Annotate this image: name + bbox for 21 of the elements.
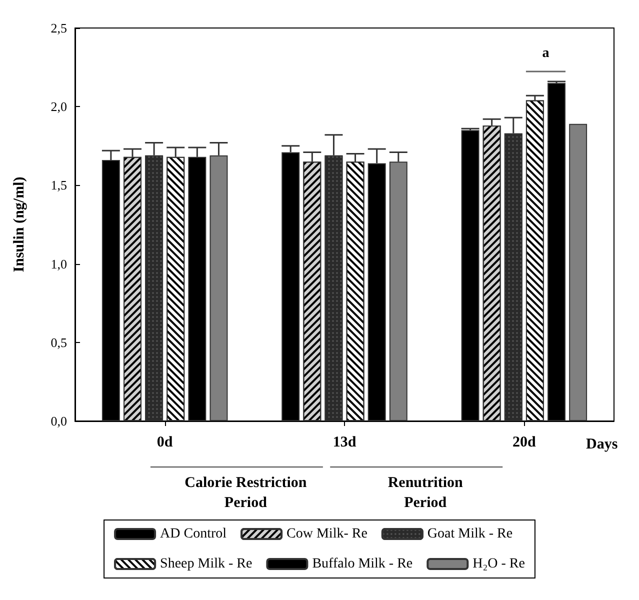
text: Calorie Restriction Period: [184, 475, 308, 511]
annotation: a: [542, 46, 550, 61]
x-tick-label: 0d: [156, 434, 174, 450]
y-axis-title: Insulin (ng/ml): [12, 176, 28, 272]
y-tick-label: 2,5: [50, 20, 67, 36]
x-tick-label: 13d: [332, 434, 357, 450]
x-tick-label: 20d: [512, 434, 536, 450]
x-axis-title: Days: [586, 436, 618, 452]
y-tick-label: 1,5: [50, 178, 67, 193]
y-tick-label: 0,5: [50, 334, 67, 350]
legend-label: Cow Milk- Re: [286, 526, 368, 542]
bar: [569, 124, 588, 421]
legend-label: Sheep Milk - Re: [160, 556, 252, 572]
legend-label: Buffalo Milk - Re: [312, 556, 413, 572]
text: Renutrition Period: [388, 475, 464, 511]
y-tick-label: 0,0: [50, 414, 67, 428]
legend-label: AD Control: [160, 526, 227, 542]
y-tick-label: 1,0: [50, 256, 67, 272]
legend-label: Goat Milk - Re: [427, 526, 513, 542]
y-tick-label: 2,0: [50, 99, 67, 114]
legend-label: H₂O - Re: [472, 556, 525, 572]
